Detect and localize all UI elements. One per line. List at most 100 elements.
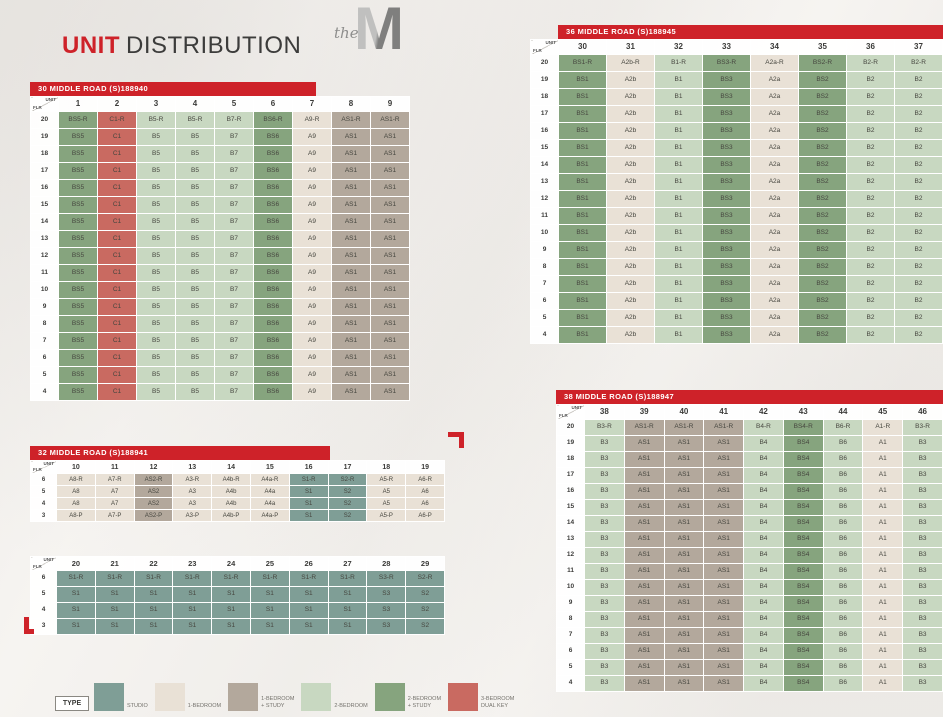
unit-cell: C1 [97,162,137,180]
unit-cell: BS3 [702,309,751,327]
unit-cell: B6 [822,579,864,596]
unit-cell: BS4 [782,467,824,484]
unit-cell: AS1 [370,281,410,299]
unit-cell: AS1 [623,531,665,548]
unit-cell: BS3 [702,326,751,344]
floor-number: 10 [530,224,559,242]
unit-cell: AS1 [623,579,665,596]
unit-cell: S2 [405,602,445,619]
unit-cell: B4-R [743,419,784,436]
unit-cell: BS1 [558,122,607,140]
unit-cell: A3 [172,485,213,498]
unit-cell: AS1 [663,531,705,548]
floor-row: 20 BS1-R A2b-R B1-R BS3-R A2a-R BS2-R B2-R B2-R [530,54,943,72]
unit-cell: B5 [136,128,176,146]
unit-cell: B5 [175,366,215,384]
unit-column-header: 12 [133,460,174,474]
unit-cell: B5 [175,383,215,401]
unit-cell: A2b [606,326,655,344]
unit-cell: AS1 [663,627,705,644]
unit-cell: AS2-R [133,473,174,486]
unit-cell: S1 [249,586,290,603]
unit-cell: A1 [862,563,904,580]
unit-cell: BS1 [558,258,607,276]
unit-flr-corner: UNIT FLR [556,404,585,420]
floor-number: 8 [530,258,559,276]
floor-row: 17 BS5 C1 B5 B5 B7 BS6 A9 AS1 AS1 [30,162,410,180]
unit-cell: B7 [214,213,254,231]
unit-cell: B3 [584,675,625,692]
unit-cell: AS1 [623,595,665,612]
unit-cell: AS1 [370,264,410,282]
unit-cell: B1 [654,241,703,259]
unit-cell: B5 [136,179,176,197]
unit-cell: A8 [56,485,96,498]
unit-flr-corner: UNIT FLR [30,556,57,571]
unit-cell: A7-P [94,509,135,522]
floor-row: 10 B3 AS1 AS1 AS1 B4 BS4 B6 A1 B3 [556,579,943,596]
unit-cell: BS2 [798,207,847,225]
unit-cell: S1 [327,618,368,635]
unit-column-header: 3 [136,96,176,112]
unit-cell: B3 [584,531,625,548]
unit-cell: AS2 [133,485,174,498]
floor-row: 16 BS5 C1 B5 B5 B7 BS6 A9 AS1 AS1 [30,179,410,197]
unit-cell: BS5 [58,383,98,401]
floor-row: 6 S1-R S1-R S1-R S1-R S1-R S1-R S1-R S1-R S3-R S2-… [30,570,445,587]
floor-number: 5 [30,366,59,384]
legend-item: 2-BEDROOM + STUDY [374,683,441,711]
unit-cell: A4a-R [249,473,290,486]
unit-cell: B5 [175,128,215,146]
floor-number: 16 [30,179,59,197]
floor-row: 13 BS1 A2b B1 BS3 A2a BS2 B2 B2 [530,173,943,191]
floor-number: 4 [30,602,57,619]
unit-cell: A1 [862,659,904,676]
unit-cell: B2 [894,224,943,242]
unit-cell: B6 [822,627,864,644]
floor-number: 6 [30,349,59,367]
floor-number: 8 [556,611,585,628]
unit-cell: C1-R [97,111,137,129]
unit-cell: AS1 [331,162,371,180]
unit-cell: A1 [862,451,904,468]
unit-cell: BS5 [58,128,98,146]
floor-row: 20 B3-R AS1-R AS1-R AS1-R B4-R BS4-R B6-R A1-R B3… [556,419,943,436]
unit-cell: S3 [366,618,407,635]
unit-cell: BS6 [253,383,293,401]
unit-cell: B5 [136,162,176,180]
unit-cell: B4 [743,547,784,564]
unit-cell: B2 [846,173,895,191]
unit-cell: B3 [902,547,943,564]
unit-cell: AS1 [703,451,745,468]
unit-cell: B3 [902,483,943,500]
table-block-36-middle-road: 36 MIDDLE ROAD (S)188945 UNIT FLR 30 31 32 33… [530,25,943,344]
unit-cell: A9 [292,145,332,163]
unit-cell: C1 [97,281,137,299]
unit-cell: A1 [862,531,904,548]
unit-cell: AS1 [370,145,410,163]
floor-number: 18 [556,451,585,468]
floor-number: 15 [30,196,59,214]
floor-number: 17 [530,105,559,123]
unit-cell: A9 [292,247,332,265]
unit-flr-corner: UNIT FLR [30,460,57,474]
unit-cell: S1-R [288,473,329,486]
unit-cell: B2 [894,241,943,259]
floor-number: 7 [530,275,559,293]
unit-cell: A2a [750,207,799,225]
unit-cell: S1 [288,497,329,510]
unit-cell: S1 [211,586,251,603]
unit-cell: BS5 [58,315,98,333]
unit-cell: B4 [743,483,784,500]
unit-cell: B2 [846,326,895,344]
unit-cell: A4b [211,485,251,498]
floor-row: 11 BS5 C1 B5 B5 B7 BS6 A9 AS1 AS1 [30,264,410,282]
floor-number: 9 [530,241,559,259]
unit-cell: BS2 [798,139,847,157]
building-title-bar: 30 MIDDLE ROAD (S)188940 [30,82,316,96]
unit-cell: BS1 [558,326,607,344]
unit-cell: BS1 [558,71,607,89]
unit-cell: A7 [94,485,135,498]
legend-item: 3-BEDROOM DUAL KEY [448,683,514,711]
unit-cell: S3 [366,586,407,603]
